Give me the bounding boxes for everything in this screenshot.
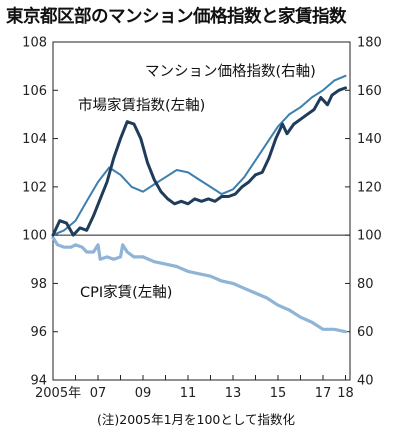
- y-right-tick-label: 160: [357, 84, 382, 99]
- x-tick-label: 2005年: [35, 386, 81, 401]
- y-left-tick-label: 102: [22, 180, 47, 195]
- x-tick-label: 17: [315, 386, 332, 401]
- x-tick-label: 13: [225, 386, 242, 401]
- plot-frame: [52, 41, 351, 381]
- y-left-tick-label: 100: [22, 229, 47, 244]
- x-tick-label: 18: [337, 386, 354, 401]
- series-line-3: [51, 236, 348, 334]
- series-label-1: マンション価格指数(右軸): [145, 63, 316, 80]
- x-tick-label: 07: [90, 386, 107, 401]
- x-tick-label: 15: [270, 386, 287, 401]
- y-right-tick-label: 40: [357, 374, 374, 389]
- y-left-tick-label: 106: [22, 84, 47, 99]
- chart-note: (注)2005年1月を100として指数化: [97, 412, 296, 427]
- y-right-tick-label: 60: [357, 325, 374, 340]
- series-line-1: [52, 74, 347, 237]
- series-label-2: 市場家賃指数(左軸): [78, 97, 205, 114]
- y-left-tick-label: 96: [30, 325, 47, 340]
- y-left-tick-label: 104: [22, 132, 47, 147]
- y-right-tick-label: 80: [357, 277, 374, 292]
- series-line-2: [51, 86, 347, 237]
- y-left-tick-label: 98: [30, 277, 47, 292]
- y-right-tick-label: 100: [357, 229, 382, 244]
- series-label-3: CPI家賃(左軸): [80, 284, 172, 301]
- y-left-tick-label: 94: [30, 374, 47, 389]
- x-tick-label: 09: [135, 386, 152, 401]
- y-right-tick-label: 120: [357, 180, 382, 195]
- chart-title: 東京都区部のマンション価格指数と家賃指数: [6, 7, 347, 27]
- y-right-tick-label: 140: [357, 132, 382, 147]
- x-tick-label: 11: [180, 386, 197, 401]
- y-left-tick-label: 108: [22, 36, 47, 51]
- y-right-tick-label: 180: [357, 36, 382, 51]
